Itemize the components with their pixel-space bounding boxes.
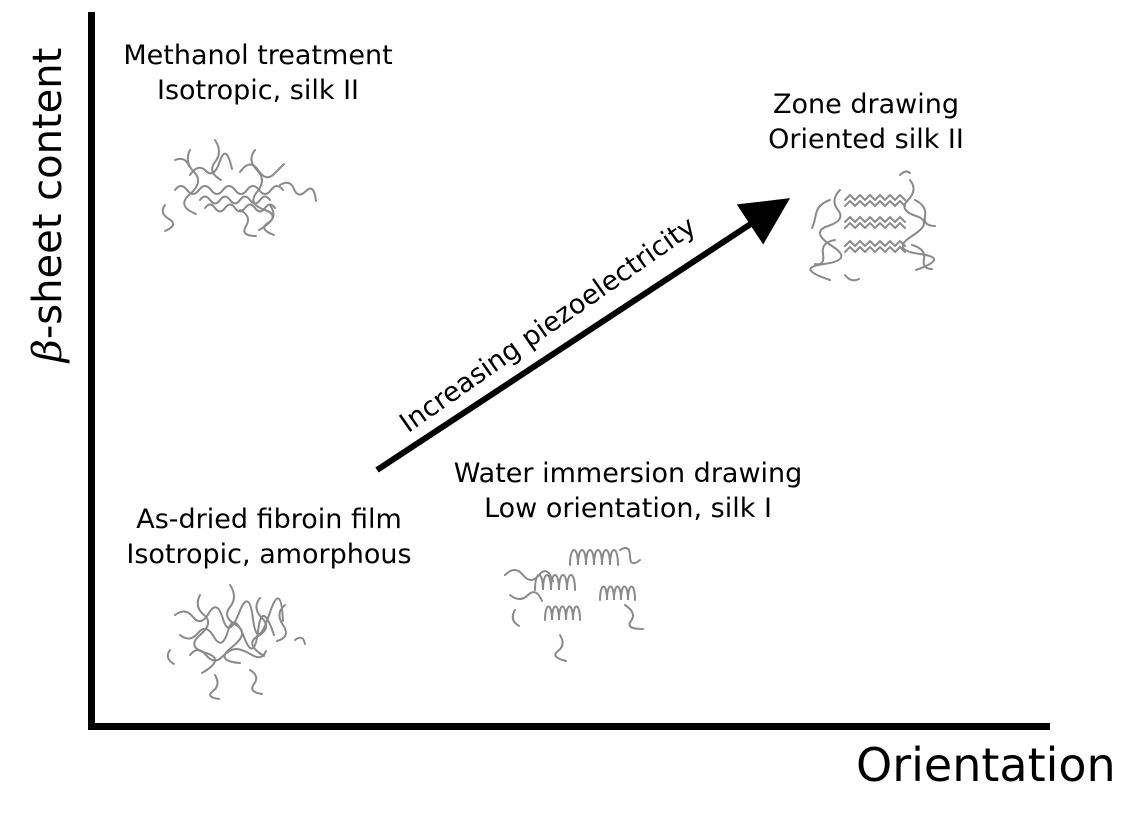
as-dried-label: As-dried fibroin film Isotropic, amorpho… [126, 502, 411, 572]
y-axis [88, 12, 95, 730]
methanol-treatment-label: Methanol treatment Isotropic, silk II [123, 38, 392, 108]
water-subtitle: Low orientation, silk I [484, 493, 772, 524]
methanol-subtitle: Isotropic, silk II [156, 75, 360, 106]
piezoelectricity-arrow [375, 198, 791, 473]
methanol-title: Methanol treatment [123, 40, 393, 71]
asdried-molecule-icon [166, 584, 306, 700]
x-axis-label: Orientation [856, 738, 1116, 792]
water-immersion-label: Water immersion drawing Low orientation,… [454, 456, 803, 526]
zone-subtitle: Oriented silk II [768, 124, 964, 155]
x-axis [88, 723, 1050, 730]
water-molecule-icon [504, 547, 644, 662]
asdried-subtitle: Isotropic, amorphous [126, 539, 412, 570]
zone-molecule-icon [809, 170, 936, 282]
zone-title: Zone drawing [773, 89, 959, 120]
water-title: Water immersion drawing [453, 458, 803, 489]
zone-drawing-label: Zone drawing Oriented silk II [768, 87, 964, 157]
methanol-molecule-icon [161, 139, 317, 237]
asdried-title: As-dried fibroin film [136, 504, 402, 535]
